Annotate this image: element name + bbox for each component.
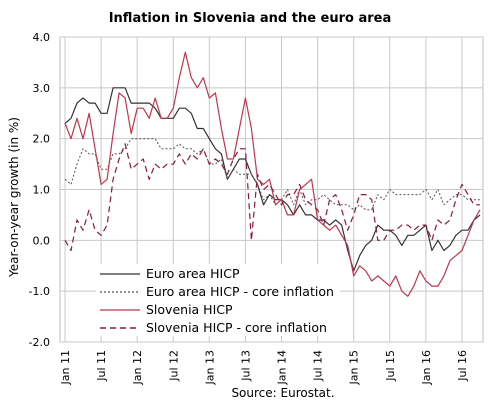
x-tick-label: Jul 15 bbox=[384, 350, 397, 382]
y-tick-label: -1.0 bbox=[29, 285, 50, 298]
y-tick-label: 4.0 bbox=[33, 31, 51, 44]
series-lines bbox=[64, 51, 481, 297]
y-tick-label: 1.0 bbox=[33, 184, 51, 197]
legend-label-1: Euro area HICP bbox=[146, 266, 240, 281]
y-axis-label: Year-on-year growth (in %) bbox=[7, 117, 21, 278]
legend: Euro area HICP Euro area HICP - core infl… bbox=[96, 264, 340, 336]
x-tick-label: Jan 14 bbox=[276, 350, 289, 385]
x-tick-label: Jul 16 bbox=[456, 350, 469, 382]
source-note: Source: Eurostat. bbox=[231, 386, 334, 400]
x-tick-label: Jan 13 bbox=[203, 350, 216, 385]
y-tick-label: 2.0 bbox=[33, 133, 51, 146]
series-line-2 bbox=[64, 138, 480, 211]
x-tick-label: Jul 12 bbox=[167, 350, 180, 382]
x-tick-label: Jan 16 bbox=[420, 350, 433, 385]
series-line-1 bbox=[64, 87, 481, 272]
x-tick-label: Jan 11 bbox=[59, 350, 72, 385]
y-axis-ticks: 4.0 3.0 2.0 1.0 0.0 -1.0 -2.0 bbox=[29, 31, 50, 349]
legend-label-3: Slovenia HICP bbox=[146, 302, 233, 317]
series-line-4 bbox=[64, 143, 480, 252]
x-tick-label: Jul 11 bbox=[95, 350, 108, 382]
x-tick-label: Jul 13 bbox=[239, 350, 252, 382]
legend-background bbox=[96, 264, 340, 336]
x-axis-ticks: Jan 11 Jul 11 Jan 12 Jul 12 Jan 13 Jul 13 Jan … bbox=[59, 350, 469, 385]
y-tick-label: 3.0 bbox=[33, 82, 51, 95]
x-tick-label: Jan 12 bbox=[131, 350, 144, 385]
x-tick-label: Jan 15 bbox=[348, 350, 361, 385]
chart-title: Inflation in Slovenia and the euro area bbox=[109, 11, 392, 26]
legend-label-2: Euro area HICP - core inflation bbox=[146, 284, 334, 299]
y-tick-label: 0.0 bbox=[33, 234, 51, 247]
series-line-3 bbox=[64, 51, 481, 297]
legend-label-4: Slovenia HICP - core inflation bbox=[146, 320, 327, 335]
x-tick-label: Jul 14 bbox=[312, 350, 325, 382]
y-tick-label: -2.0 bbox=[29, 336, 50, 349]
